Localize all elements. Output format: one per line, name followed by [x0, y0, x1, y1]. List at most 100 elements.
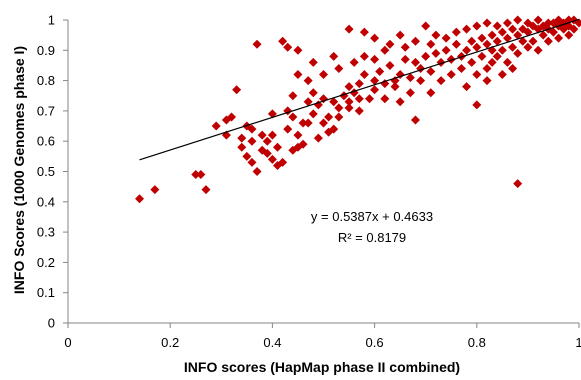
data-point — [508, 63, 518, 73]
data-point — [472, 42, 482, 52]
data-point — [451, 39, 461, 49]
data-point — [283, 42, 293, 52]
data-point — [462, 24, 472, 34]
data-point — [508, 42, 518, 52]
data-point — [288, 91, 298, 101]
data-point — [247, 157, 257, 167]
data-point — [313, 133, 323, 143]
data-point — [196, 170, 206, 180]
data-point — [482, 63, 492, 73]
data-point — [426, 88, 436, 98]
data-point — [288, 145, 298, 155]
data-point — [354, 79, 364, 89]
data-point — [502, 57, 512, 67]
data-point — [319, 94, 328, 104]
data-point — [375, 67, 385, 77]
data-point — [400, 54, 410, 64]
data-point — [273, 142, 283, 152]
data-point — [502, 18, 512, 28]
data-point — [319, 70, 328, 80]
y-tick-label: 0.5 — [37, 164, 55, 179]
data-point — [354, 106, 364, 116]
data-point — [349, 57, 359, 67]
trendline-equation: y = 0.5387x + 0.4633 — [311, 209, 433, 224]
data-point — [247, 124, 257, 134]
data-point — [257, 145, 267, 155]
data-point — [436, 76, 446, 86]
data-point — [247, 136, 257, 146]
y-tick-label: 0.2 — [37, 255, 55, 270]
data-point — [359, 70, 369, 80]
data-points — [135, 15, 581, 204]
data-point — [492, 36, 502, 46]
data-point — [380, 94, 390, 104]
data-point — [405, 73, 415, 83]
data-point — [426, 67, 436, 77]
trendline-r-squared: R² = 0.8179 — [338, 230, 406, 245]
data-point — [308, 57, 318, 67]
data-point — [191, 170, 201, 180]
y-tick-label: 0 — [48, 316, 55, 331]
data-point — [344, 103, 354, 113]
data-point — [431, 30, 441, 40]
data-point — [303, 76, 313, 86]
data-point — [482, 76, 492, 86]
x-tick-label: 0 — [64, 335, 71, 350]
y-tick-label: 0.1 — [37, 285, 55, 300]
data-point — [487, 57, 497, 67]
data-point — [513, 179, 523, 189]
data-point — [308, 109, 318, 119]
data-point — [441, 45, 451, 55]
data-point — [518, 36, 528, 46]
data-point — [472, 100, 482, 110]
data-point — [385, 60, 395, 70]
data-point — [370, 76, 380, 86]
data-point — [554, 33, 564, 43]
data-point — [380, 79, 390, 89]
x-tick-label: 0.2 — [161, 335, 179, 350]
data-point — [400, 42, 410, 52]
data-point — [298, 139, 308, 149]
data-point — [298, 118, 308, 128]
trendline — [139, 18, 580, 161]
data-point — [482, 39, 492, 49]
data-point — [370, 54, 380, 64]
data-point — [523, 18, 533, 28]
data-point — [528, 36, 538, 46]
data-point — [324, 127, 334, 137]
data-point — [421, 21, 431, 31]
data-point — [559, 24, 569, 34]
data-point — [477, 33, 487, 43]
data-point — [477, 51, 487, 61]
data-point — [451, 27, 461, 37]
data-point — [492, 51, 502, 61]
data-point — [257, 130, 267, 140]
data-point — [283, 124, 293, 134]
data-point — [354, 94, 364, 104]
data-point — [303, 97, 313, 107]
data-point — [487, 30, 497, 40]
data-point — [293, 70, 303, 80]
y-tick-labels: 0 0.1 0.2 0.3 0.4 0.5 0.6 0.7 0.8 0.9 1 — [37, 13, 68, 331]
data-point — [288, 112, 298, 122]
data-point — [150, 185, 160, 195]
data-point — [456, 63, 466, 73]
data-point — [211, 121, 221, 131]
data-point — [344, 97, 354, 107]
data-point — [513, 48, 523, 58]
data-point — [533, 15, 543, 25]
y-tick-label: 0.4 — [37, 194, 55, 209]
data-point — [508, 24, 518, 34]
data-point — [543, 18, 553, 28]
data-point — [482, 18, 492, 28]
data-point — [252, 167, 262, 176]
data-point — [364, 94, 374, 104]
data-point — [467, 57, 477, 67]
data-point — [232, 85, 242, 95]
data-point — [523, 42, 533, 52]
data-point — [359, 27, 369, 37]
data-point — [497, 45, 507, 55]
data-point — [227, 112, 237, 122]
data-point — [502, 33, 512, 43]
